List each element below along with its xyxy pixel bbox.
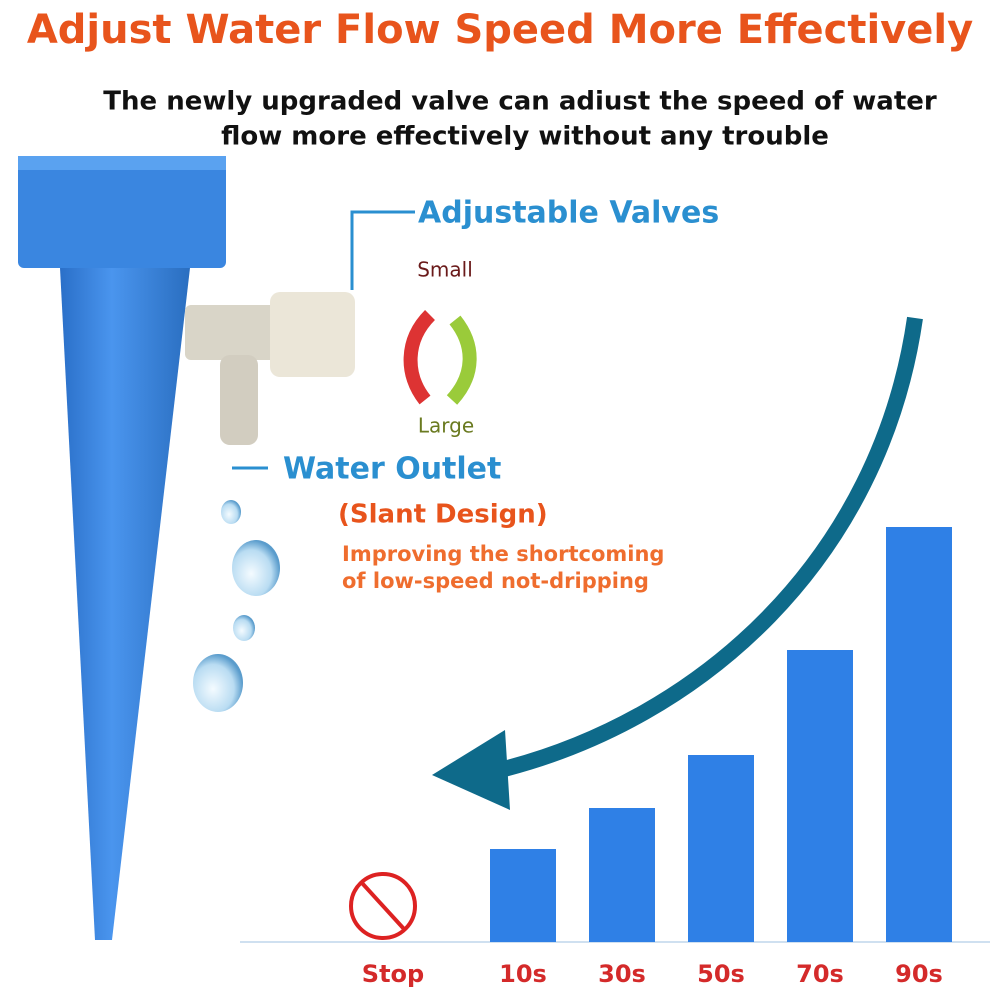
improve-label: Improving the shortcoming [342, 542, 664, 566]
x-tick-label: 90s [895, 960, 943, 988]
bar [490, 849, 556, 942]
x-tick-label: 70s [796, 960, 844, 988]
subtitle: flow more effectively without any troubl… [221, 122, 829, 152]
pointer [350, 210, 415, 290]
x-tick-label: 50s [697, 960, 745, 988]
valves-label: Adjustable Valves [418, 196, 719, 231]
bar [589, 808, 655, 942]
arrow-icon [446, 315, 477, 405]
small-label: Small [417, 258, 473, 282]
improve-label: of low-speed not-dripping [342, 569, 649, 593]
x-tick-label: 30s [598, 960, 646, 988]
stop-icon [349, 872, 417, 940]
outlet-label: Water Outlet [283, 452, 501, 487]
trend-arrow [498, 316, 923, 778]
arrow-icon [403, 310, 436, 405]
slant-label: (Slant Design) [338, 500, 548, 530]
bar [688, 755, 754, 942]
bar [886, 527, 952, 942]
bar [787, 650, 853, 942]
trend-arrow-head [432, 730, 510, 810]
x-tick-label: Stop [362, 960, 424, 988]
large-label: Large [418, 414, 474, 438]
subtitle: The newly upgraded valve can adiust the … [103, 87, 937, 117]
x-tick-label: 10s [499, 960, 547, 988]
spike [18, 156, 355, 940]
title: Adjust Water Flow Speed More Effectively [27, 7, 973, 53]
drops [193, 500, 280, 712]
